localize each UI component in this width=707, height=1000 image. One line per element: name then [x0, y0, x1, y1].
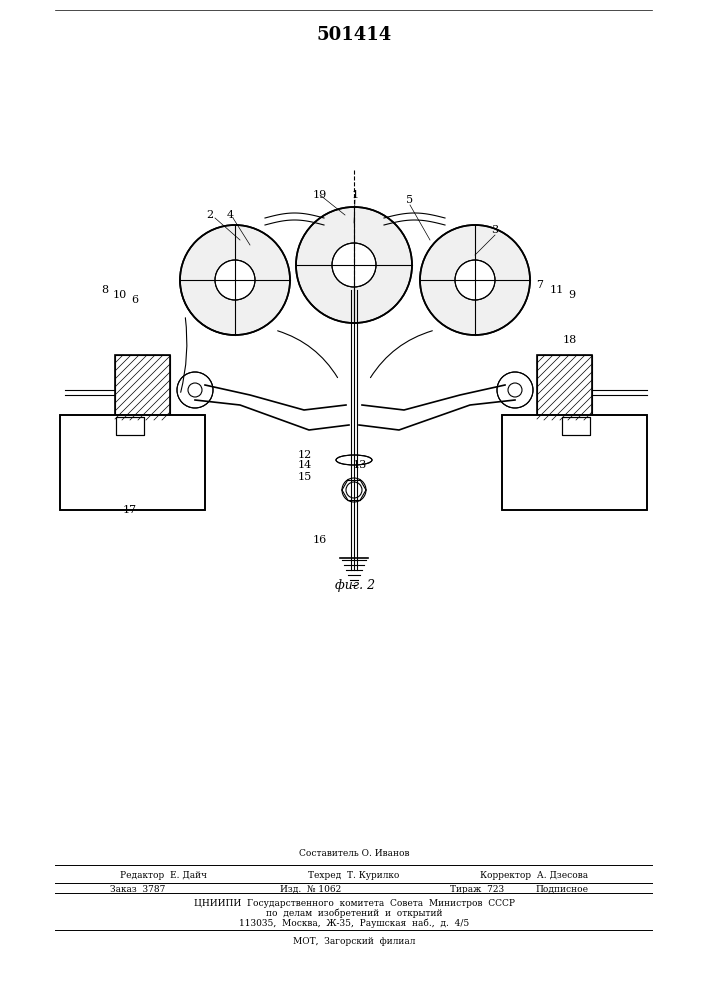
Text: 17: 17 [123, 505, 137, 515]
Bar [502, 415, 647, 510]
Bar [115, 355, 170, 420]
Text: Корректор  А. Дзесова: Корректор А. Дзесова [480, 870, 588, 880]
Text: по  делам  изобретений  и  открытий: по делам изобретений и открытий [266, 908, 443, 918]
Text: Заказ  3787: Заказ 3787 [110, 884, 165, 894]
Text: Редактор  Е. Дайч: Редактор Е. Дайч [120, 870, 207, 880]
Bar [60, 415, 205, 510]
Bar [116, 417, 144, 435]
Circle shape [215, 260, 255, 300]
Bar [116, 417, 144, 435]
Text: 15: 15 [298, 472, 312, 482]
Circle shape [497, 372, 533, 408]
Text: Составитель О. Иванов: Составитель О. Иванов [299, 848, 409, 857]
Text: 1: 1 [351, 190, 358, 200]
Text: МОТ,  Загорский  филиал: МОТ, Загорский филиал [293, 936, 415, 946]
Text: Подписное: Подписное [535, 884, 588, 894]
Circle shape [180, 225, 290, 335]
Text: 19: 19 [313, 190, 327, 200]
Bar [562, 417, 590, 435]
Text: 2: 2 [206, 210, 214, 220]
Text: 12: 12 [298, 450, 312, 460]
Text: 3: 3 [491, 225, 498, 235]
Circle shape [420, 225, 530, 335]
Bar [562, 417, 590, 435]
Text: 10: 10 [113, 290, 127, 300]
Text: ЦНИИПИ  Государственного  комитета  Совета  Министров  СССР: ЦНИИПИ Государственного комитета Совета … [194, 898, 515, 908]
Text: 501414: 501414 [316, 26, 392, 44]
Text: 7: 7 [537, 280, 544, 290]
Text: Изд.  № 1062: Изд. № 1062 [280, 884, 341, 894]
Bar [537, 355, 592, 420]
Text: 5: 5 [407, 195, 414, 205]
Bar [115, 355, 170, 420]
Text: 11: 11 [550, 285, 564, 295]
Ellipse shape [336, 455, 372, 465]
Text: 14: 14 [298, 460, 312, 470]
Text: 8: 8 [101, 285, 109, 295]
Circle shape [455, 260, 495, 300]
Text: 13: 13 [353, 460, 367, 470]
Bar [502, 415, 647, 510]
Text: фиг. 2: фиг. 2 [335, 578, 375, 591]
Text: 16: 16 [313, 535, 327, 545]
Circle shape [332, 243, 376, 287]
Text: Техред  Т. Курилко: Техред Т. Курилко [308, 870, 399, 880]
Text: Тираж  723: Тираж 723 [450, 884, 504, 894]
Text: 9: 9 [568, 290, 575, 300]
Circle shape [342, 478, 366, 502]
Bar [537, 355, 592, 420]
Bar [60, 415, 205, 510]
Circle shape [177, 372, 213, 408]
Text: 4: 4 [226, 210, 233, 220]
Circle shape [296, 207, 412, 323]
Text: 18: 18 [563, 335, 577, 345]
Text: 113035,  Москва,  Ж-35,  Раушская  наб.,  д.  4/5: 113035, Москва, Ж-35, Раушская наб., д. … [239, 918, 469, 928]
Text: 6: 6 [132, 295, 139, 305]
